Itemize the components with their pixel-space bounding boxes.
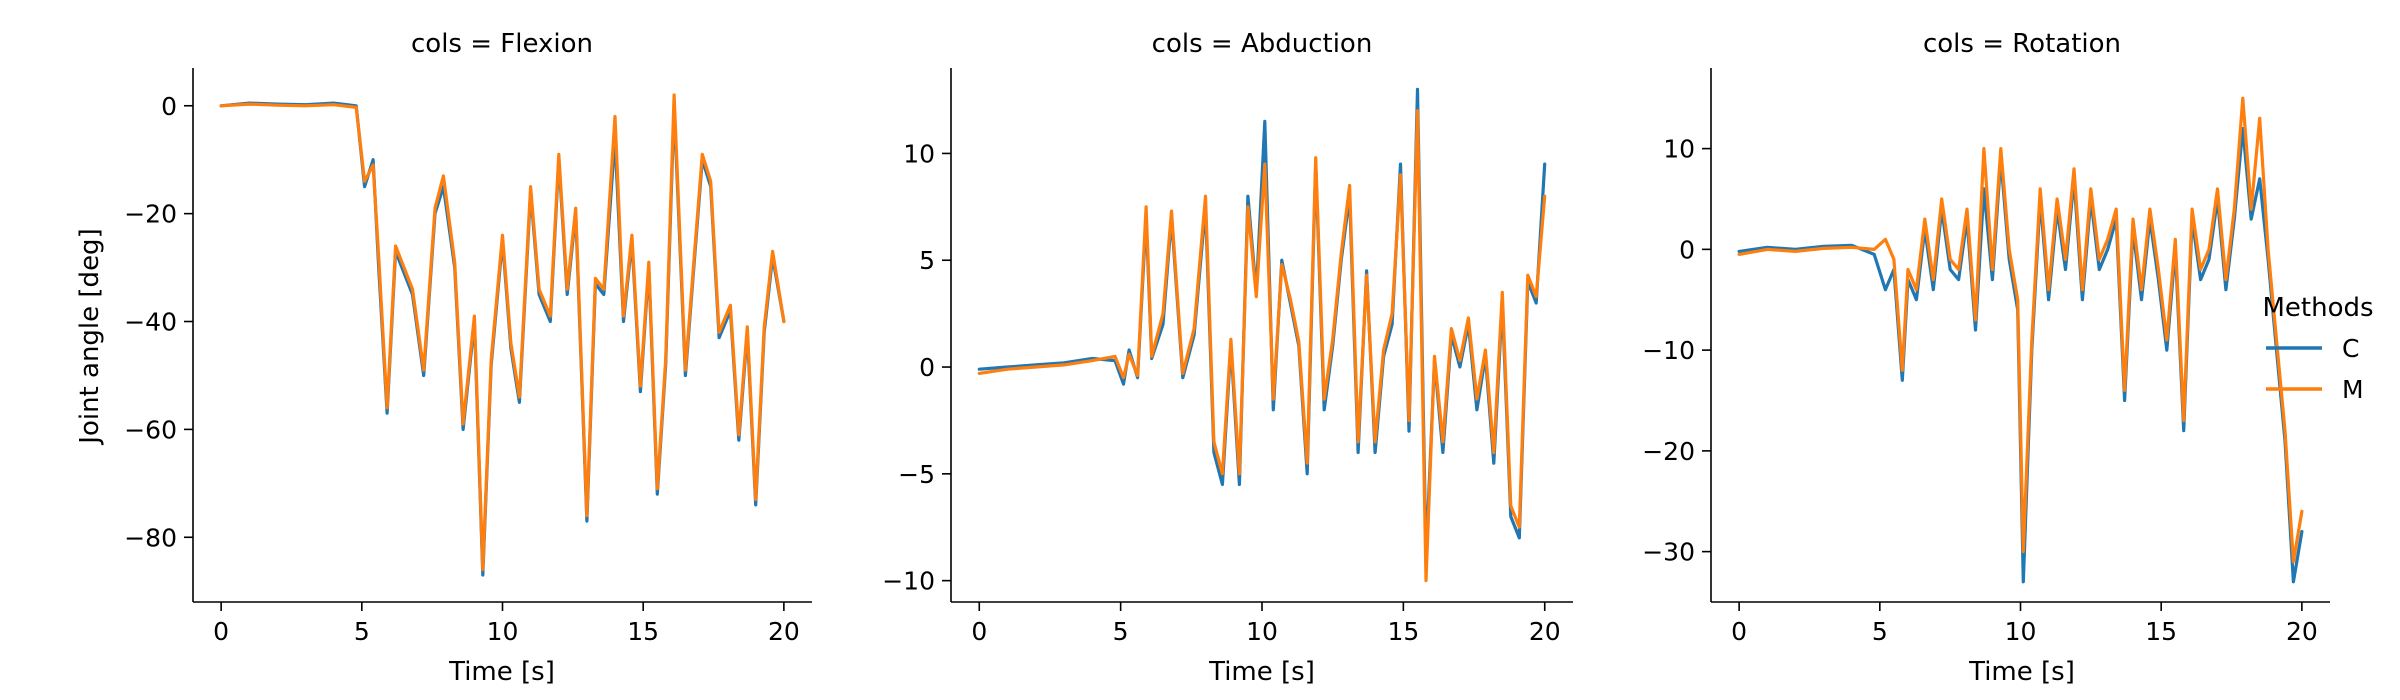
tick-group: 0 5 10 15 20 10 0 −10 −20 −30 [1642, 135, 2318, 646]
x-tick-label: 0 [971, 617, 987, 646]
y-tick-label: −60 [124, 415, 177, 444]
y-tick-label: 0 [161, 92, 177, 121]
series-line-m [219, 93, 786, 572]
y-tick-label: 0 [919, 353, 935, 382]
series-line-c [977, 87, 1547, 561]
series-line-m [1737, 96, 2304, 564]
x-tick-label: 0 [1731, 617, 1747, 646]
x-axis-label: Time [s] [1208, 657, 1315, 687]
y-tick-label: −10 [1642, 336, 1695, 365]
y-tick-label: −20 [1642, 437, 1695, 466]
y-tick-label: −5 [898, 460, 935, 489]
legend: Methods C M [2262, 293, 2373, 404]
y-tick-label: 10 [903, 139, 935, 168]
y-tick-label: 0 [1679, 235, 1695, 264]
legend-title: Methods [2262, 293, 2373, 323]
panel-title: cols = Abduction [1152, 29, 1373, 59]
x-tick-label: 15 [627, 617, 659, 646]
x-tick-label: 10 [1246, 617, 1278, 646]
x-tick-label: 20 [768, 617, 800, 646]
x-tick-label: 5 [354, 617, 370, 646]
tick-group: 0 5 10 15 20 0 −20 −40 −60 −80 [124, 92, 800, 646]
panel-title: cols = Rotation [1923, 29, 2121, 59]
x-tick-label: 20 [1529, 617, 1561, 646]
tick-group: 0 5 10 15 20 10 5 0 −5 −10 [882, 139, 1560, 646]
x-axis-label: Time [s] [1968, 657, 2075, 687]
panel-rotation: cols = Rotation Time [s] 0 5 10 15 20 10 0 −10 −… [1642, 29, 2330, 687]
y-tick-label: −40 [124, 308, 177, 337]
y-tick-label: −10 [882, 567, 935, 596]
y-tick-label: −20 [124, 200, 177, 229]
series-group [1737, 96, 2304, 584]
legend-label-m: M [2342, 375, 2364, 404]
x-tick-label: 0 [213, 617, 229, 646]
x-tick-label: 5 [1113, 617, 1129, 646]
x-tick-label: 15 [1387, 617, 1419, 646]
x-tick-label: 20 [2286, 617, 2318, 646]
panel-abduction: cols = Abduction Time [s] 0 5 10 15 20 10 5 0 −5… [882, 29, 1573, 687]
y-tick-label: −80 [124, 523, 177, 552]
legend-label-c: C [2342, 334, 2359, 363]
y-tick-label: 10 [1663, 135, 1695, 164]
x-tick-label: 10 [487, 617, 519, 646]
x-tick-label: 15 [2145, 617, 2177, 646]
series-line-m [977, 109, 1547, 583]
panel-title: cols = Flexion [411, 29, 593, 59]
x-axis-label: Time [s] [448, 657, 555, 687]
y-axis-label: Joint angle [deg] [75, 228, 105, 445]
series-group [219, 93, 786, 577]
y-tick-label: −30 [1642, 538, 1695, 567]
series-group [977, 87, 1547, 583]
panel-flexion: cols = Flexion Time [s] Joint angle [deg… [75, 29, 812, 687]
x-tick-label: 10 [2005, 617, 2037, 646]
y-tick-label: 5 [919, 246, 935, 275]
x-tick-label: 5 [1872, 617, 1888, 646]
